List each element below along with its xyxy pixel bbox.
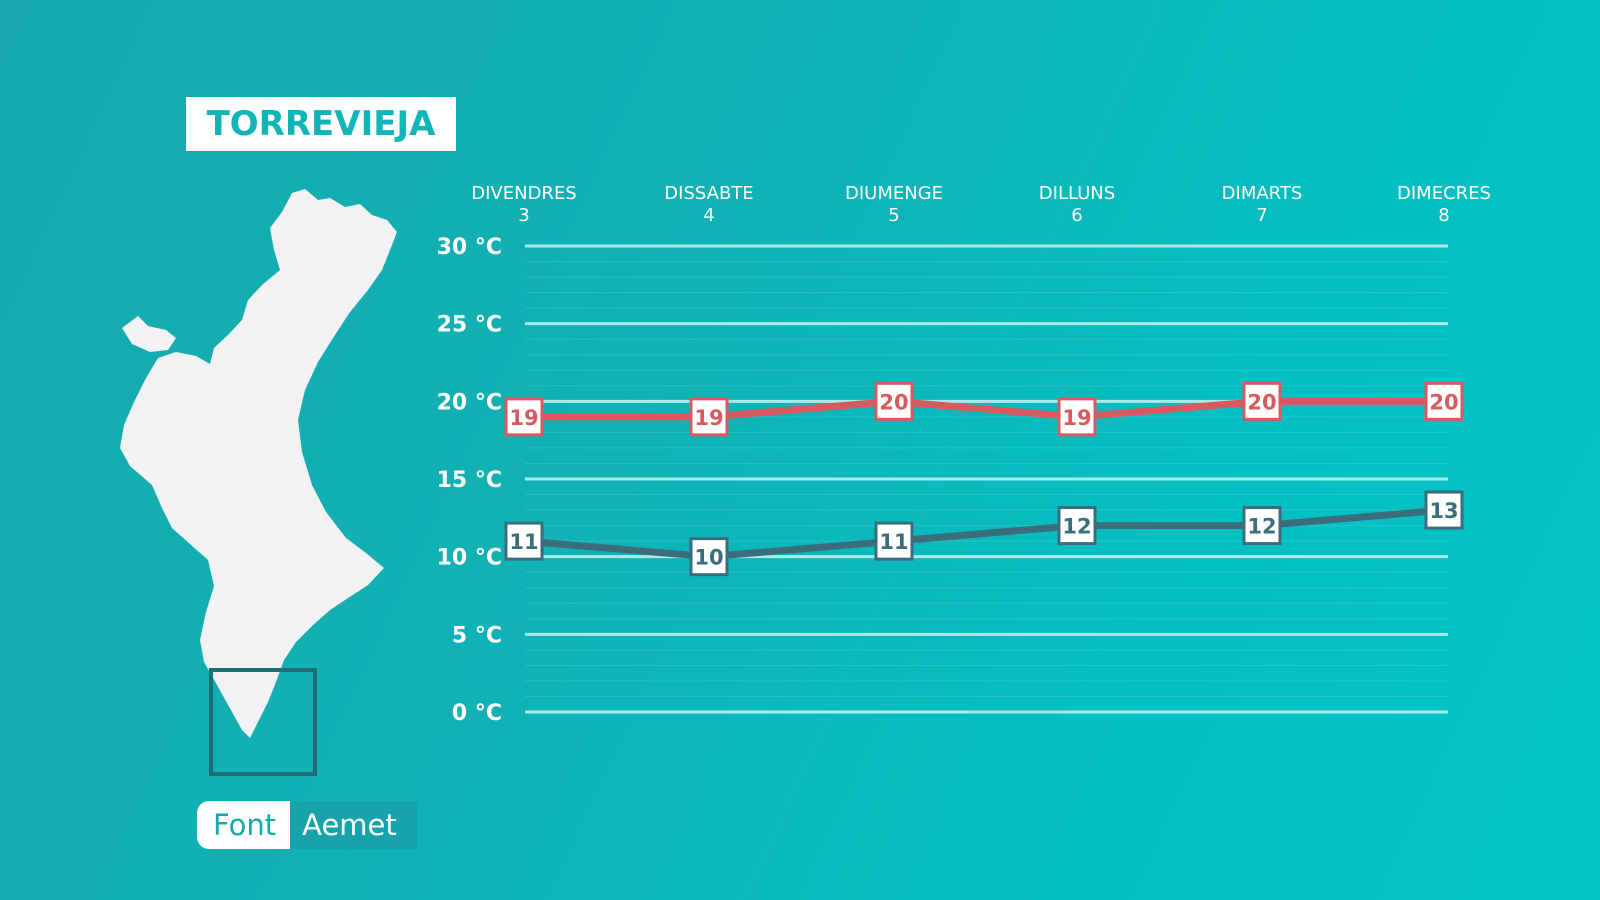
max-value-marker <box>1242 381 1282 421</box>
day-name-label: DILLUNS <box>1039 183 1115 204</box>
region-map-island <box>122 316 176 352</box>
day-name-label: DISSABTE <box>664 183 753 204</box>
y-tick-label: 30 °C <box>437 235 502 260</box>
day-name-label: DIMARTS <box>1222 183 1303 204</box>
y-tick-label: 5 °C <box>452 623 502 648</box>
max-temperature-line <box>524 397 1444 421</box>
source-value: Aemet <box>290 801 417 849</box>
region-map-shape <box>120 189 397 738</box>
min-value-marker <box>1057 506 1097 546</box>
min-value-marker <box>874 521 914 561</box>
day-name-label: DIMECRES <box>1397 183 1491 204</box>
day-name-label: DIVENDRES <box>471 183 577 204</box>
day-date-label: 6 <box>1071 205 1082 226</box>
y-tick-label: 10 °C <box>437 546 502 571</box>
max-value-label: 19 <box>694 406 723 430</box>
day-date-label: 5 <box>888 205 899 226</box>
max-value-label: 20 <box>1247 390 1276 414</box>
y-tick-label: 0 °C <box>452 701 502 726</box>
y-tick-label: 15 °C <box>437 468 502 493</box>
day-date-label: 7 <box>1256 205 1267 226</box>
max-value-marker <box>1057 397 1097 437</box>
max-value-marker <box>1424 381 1464 421</box>
min-value-marker <box>689 537 729 577</box>
max-value-label: 20 <box>1429 390 1458 414</box>
region-map <box>120 189 397 776</box>
min-value-label: 11 <box>879 530 908 554</box>
max-value-marker <box>689 397 729 437</box>
min-value-marker <box>504 521 544 561</box>
max-value-marker <box>504 397 544 437</box>
day-date-label: 3 <box>518 205 529 226</box>
location-title: TORREVIEJA <box>206 104 436 144</box>
y-tick-label: 20 °C <box>437 390 502 415</box>
max-value-label: 19 <box>1062 406 1091 430</box>
max-value-marker <box>874 381 914 421</box>
map-highlight-box <box>209 668 317 776</box>
max-value-label: 20 <box>879 390 908 414</box>
min-value-marker <box>1424 490 1464 530</box>
day-date-label: 4 <box>703 205 714 226</box>
max-value-label: 19 <box>509 406 538 430</box>
source-badge: Font Aemet <box>197 801 417 849</box>
min-value-label: 13 <box>1429 499 1458 523</box>
min-temperature-line <box>523 506 1445 561</box>
source-key: Font <box>197 801 291 849</box>
min-value-label: 12 <box>1247 515 1276 539</box>
min-value-marker <box>1242 506 1282 546</box>
location-title-box: TORREVIEJA <box>186 97 456 151</box>
min-value-label: 11 <box>509 530 538 554</box>
y-tick-label: 25 °C <box>437 313 502 338</box>
day-date-label: 8 <box>1438 205 1449 226</box>
min-value-label: 12 <box>1062 515 1091 539</box>
day-name-label: DIUMENGE <box>845 183 943 204</box>
min-value-label: 10 <box>694 546 723 570</box>
